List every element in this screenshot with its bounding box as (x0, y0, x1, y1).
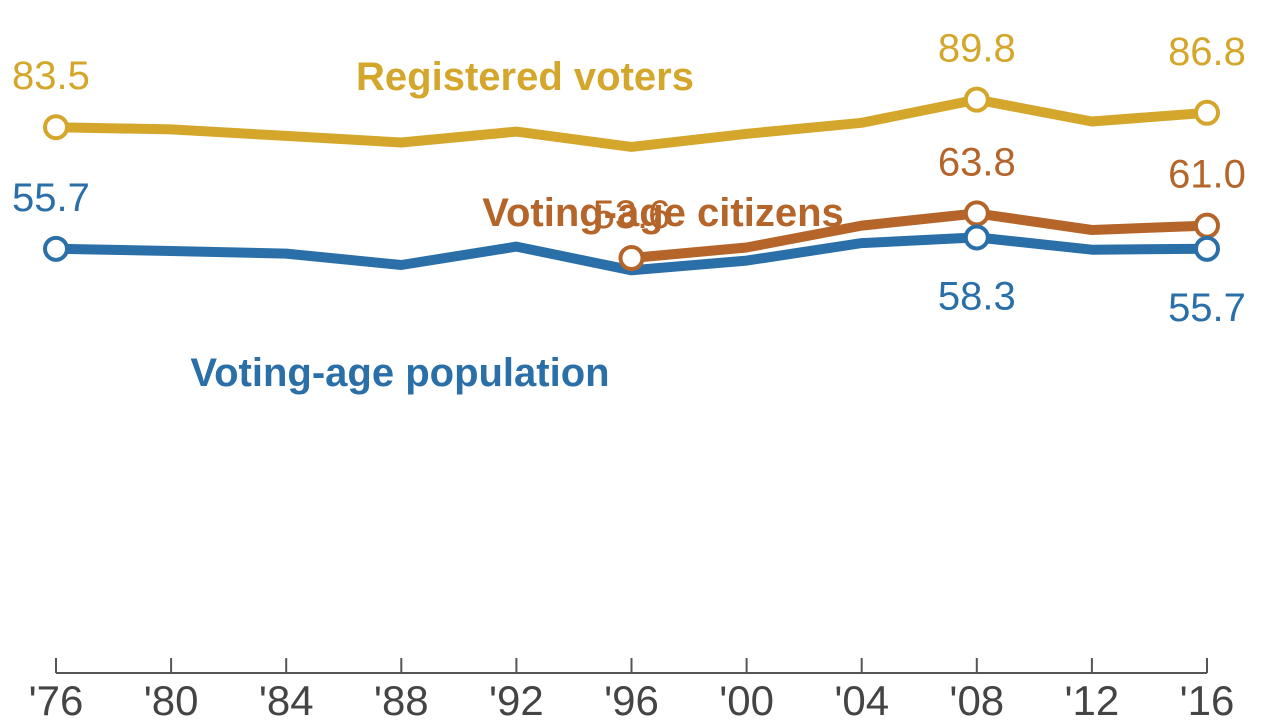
series-lines (51, 94, 1212, 276)
data-label: 63.8 (938, 140, 1016, 184)
x-tick-label: '88 (374, 677, 429, 724)
data-labels: 83.5 89.8 86.8 53.6 63.8 61.0 55.7 58.3 55.7 (12, 27, 1246, 330)
data-point-marker (43, 235, 69, 262)
x-tick-label: '80 (144, 677, 199, 724)
x-axis: '76 '80 '84 '88 '92 '96 '00 '04 '08 '12 '16 (29, 658, 1235, 724)
data-point-marker (1194, 99, 1220, 126)
x-tick-label: '16 (1180, 677, 1235, 724)
series-name-voting-age-population: Voting-age population (190, 351, 609, 395)
data-point-marker (963, 86, 990, 113)
x-tick-label: '12 (1065, 677, 1120, 724)
data-label: 55.7 (12, 176, 90, 220)
series-markers (43, 86, 1220, 271)
x-tick-label: '08 (949, 677, 1004, 724)
series-name-registered-voters: Registered voters (356, 55, 694, 99)
data-label: 53.6 (593, 193, 671, 237)
x-tick-label: '04 (834, 677, 889, 724)
data-label: 58.3 (938, 274, 1016, 318)
x-tick-label: '76 (29, 677, 84, 724)
series-line-registered-voters (51, 94, 1212, 152)
data-label: 89.8 (938, 27, 1016, 71)
data-label: 86.8 (1168, 30, 1246, 74)
data-label: 83.5 (12, 54, 90, 98)
data-label: 61.0 (1168, 153, 1246, 197)
data-point-marker (963, 224, 990, 251)
data-label: 55.7 (1168, 286, 1246, 330)
x-tick-label: '00 (719, 677, 774, 724)
data-point-marker (43, 114, 69, 141)
x-tick-label: '84 (259, 677, 314, 724)
series-line-voting-age-citizens (626, 208, 1212, 263)
data-point-marker (1194, 235, 1220, 262)
data-point-marker (618, 245, 645, 271)
data-point-marker (1194, 212, 1220, 239)
x-tick-label: '92 (489, 677, 544, 724)
series-name-voting-age-citizens: Voting-age citizens (482, 191, 844, 235)
data-point-marker (963, 200, 990, 227)
x-tick-label: '96 (604, 677, 659, 724)
